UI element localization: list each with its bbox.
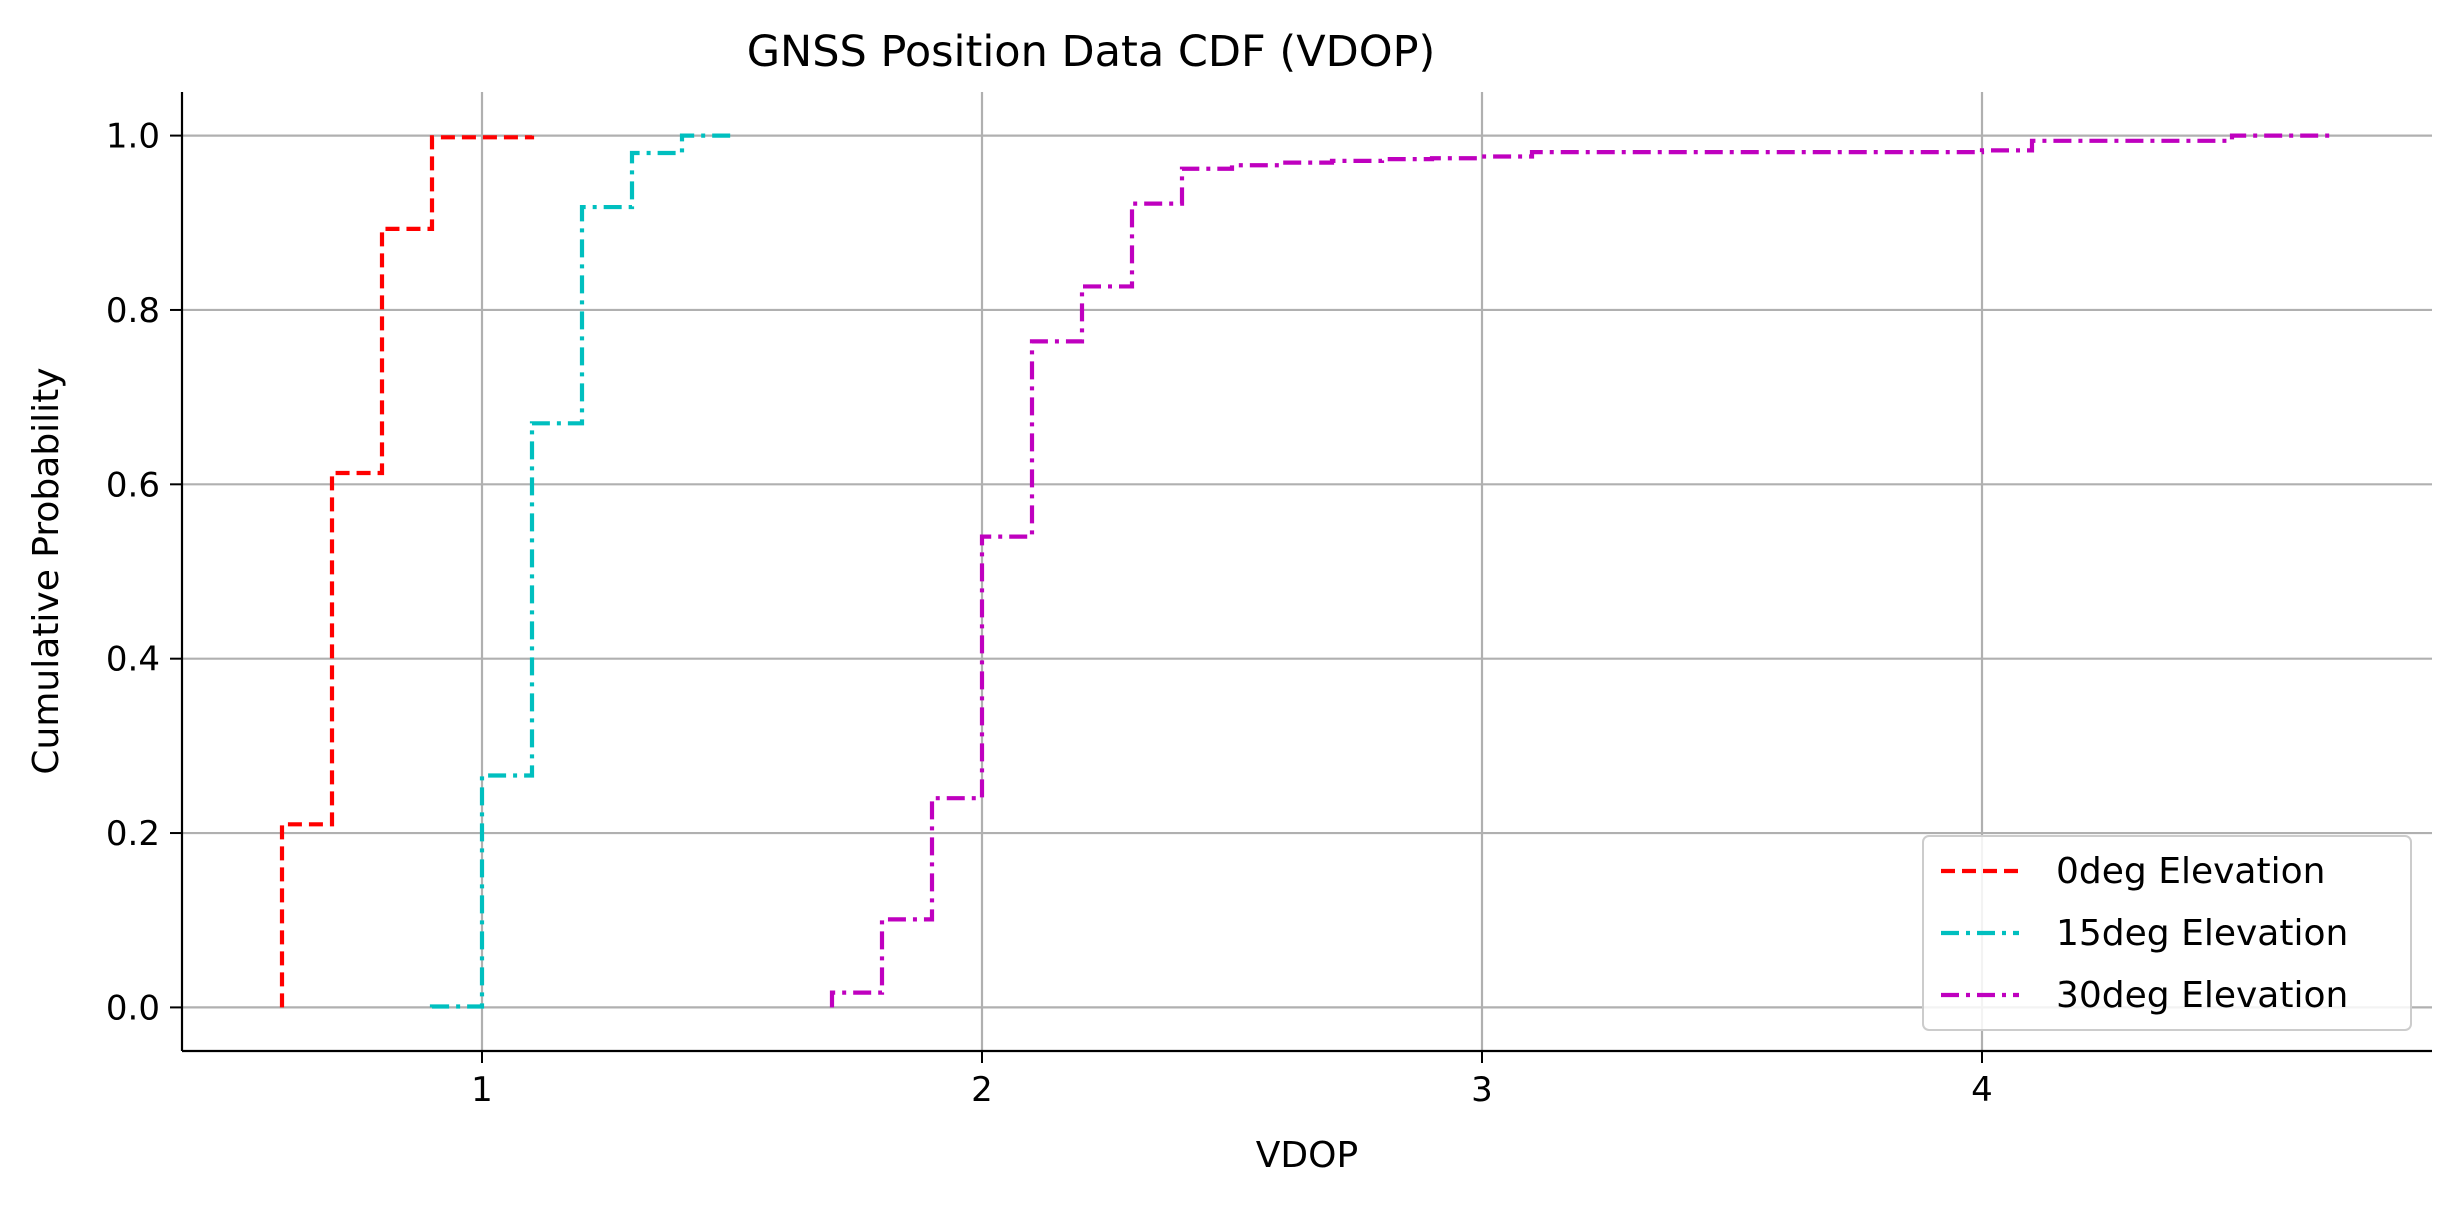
grid (182, 92, 2432, 1051)
series-line-2 (829, 133, 2332, 1008)
y-tick-label: 0.0 (106, 988, 160, 1028)
y-tick-label: 0.2 (106, 814, 160, 854)
legend-label-1: 15deg Elevation (2056, 913, 2348, 954)
chart-title: GNSS Position Data CDF (VDOP) (747, 27, 1436, 77)
ticks: 1 2 3 4 0.0 0.2 0.4 0.6 0.8 1.0 (106, 117, 1993, 1110)
legend: 0deg Elevation 15deg Elevation 30deg Eleva… (1922, 835, 2412, 1031)
x-tick-label: 3 (1471, 1070, 1493, 1110)
legend-box (1922, 835, 2412, 1031)
legend-label-2: 30deg Elevation (2056, 975, 2348, 1016)
y-axis-label: Cumulative Probability (26, 367, 67, 774)
legend-label-0: 0deg Elevation (2056, 851, 2325, 892)
series-line-1 (429, 133, 732, 1009)
x-axis-label: VDOP (1256, 1135, 1358, 1176)
x-tick-label: 1 (471, 1070, 493, 1110)
x-tick-label: 4 (1971, 1070, 1993, 1110)
series-layer (279, 133, 2332, 1009)
y-tick-label: 0.8 (106, 291, 160, 331)
y-tick-label: 1.0 (106, 117, 160, 157)
series-line-0 (279, 135, 535, 1008)
x-tick-label: 2 (971, 1070, 993, 1110)
y-tick-label: 0.4 (106, 640, 160, 680)
y-tick-label: 0.6 (106, 465, 160, 505)
